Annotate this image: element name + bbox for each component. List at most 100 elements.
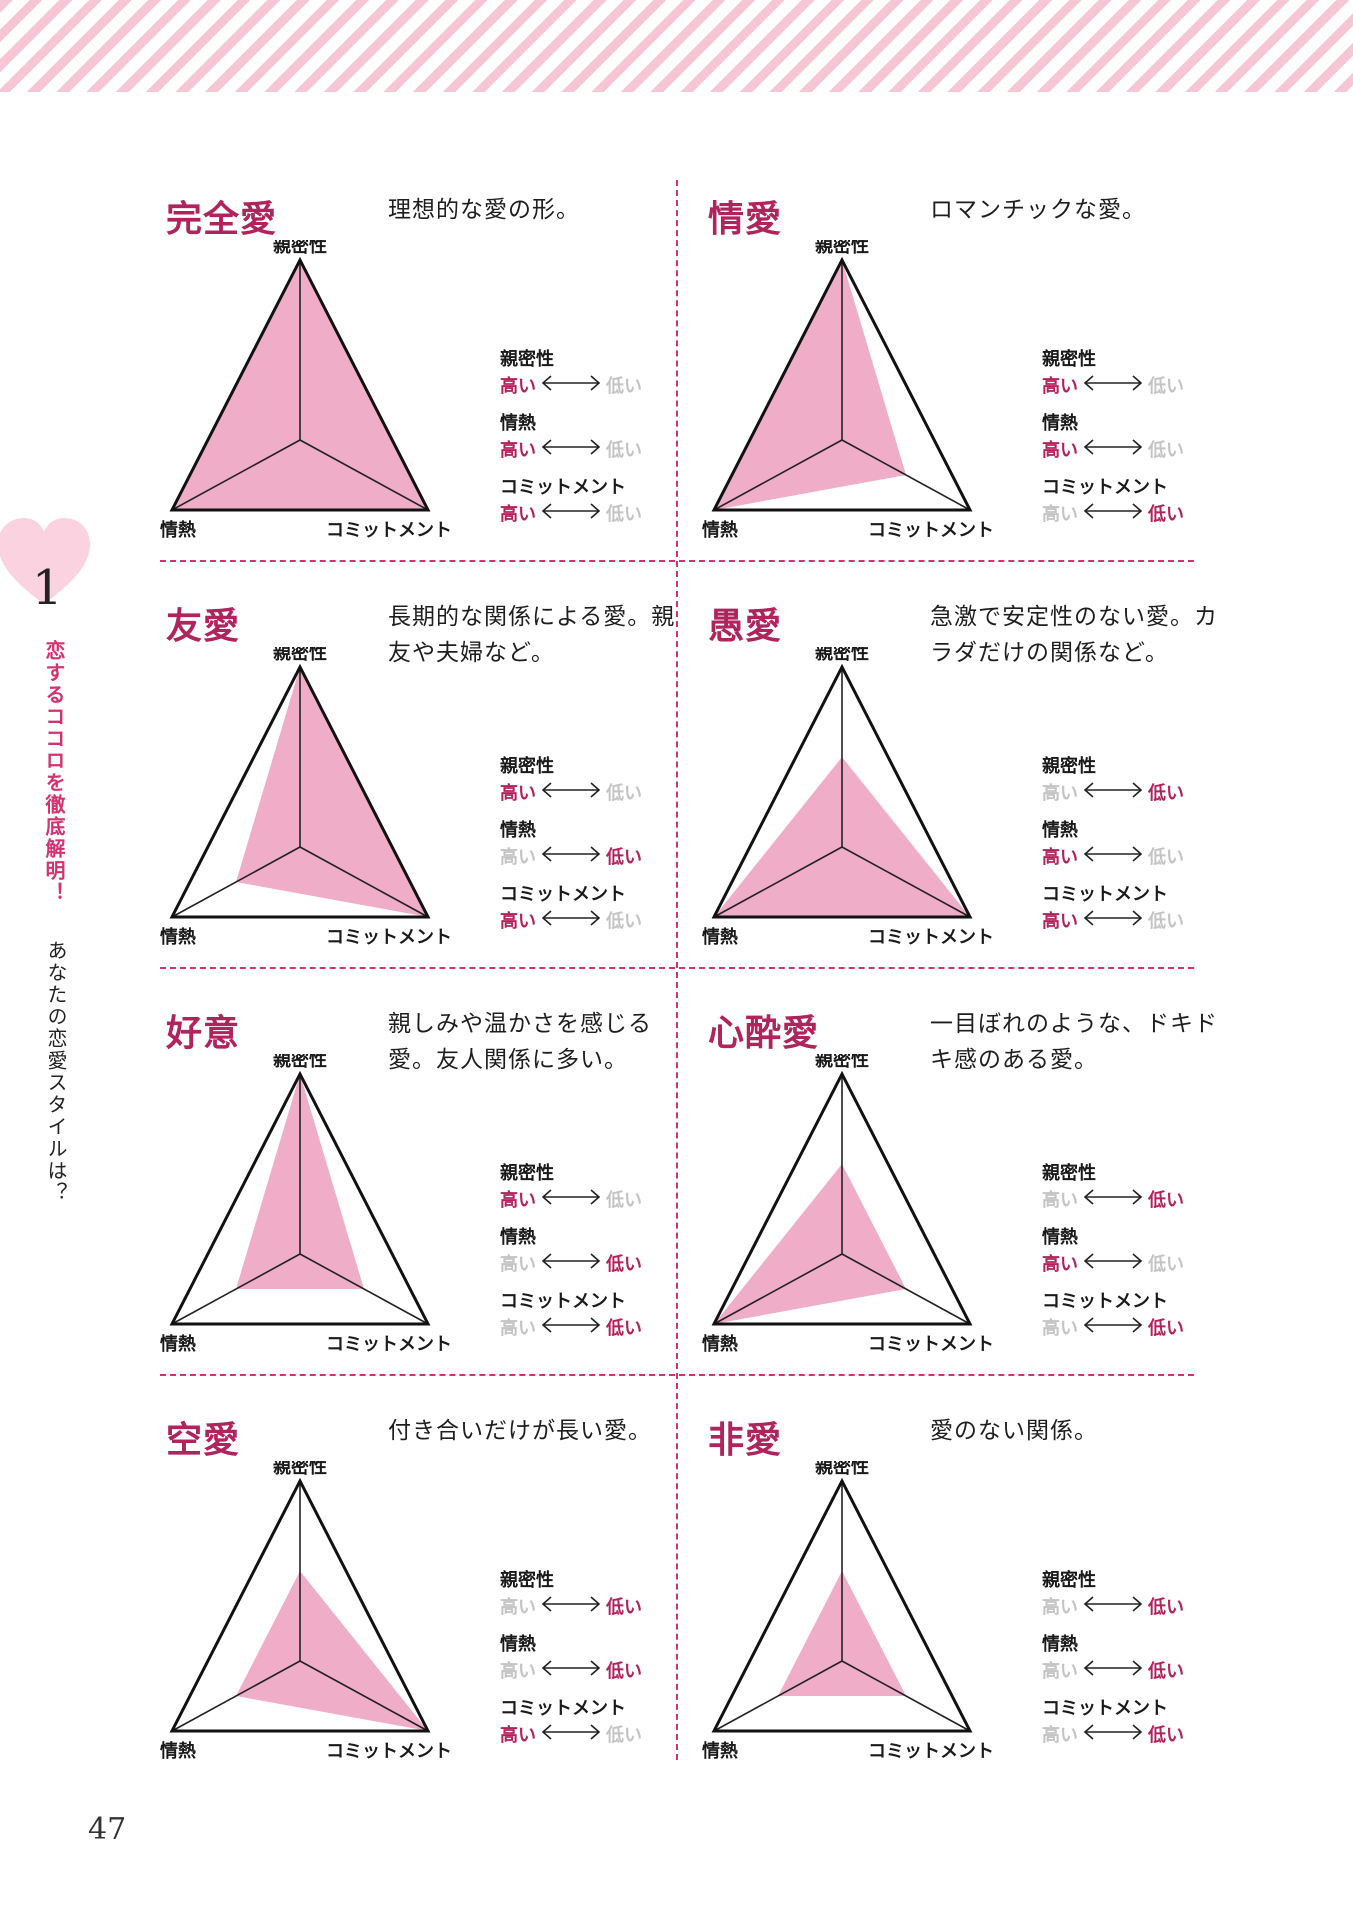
double-arrow-icon (1082, 372, 1144, 402)
panel-description: 親しみや温かさを感じる愛。友人関係に多い。 (388, 1011, 652, 1073)
level-legend: 親密性 高い 低い 情熱 高い 低い コミットメント 高い 低い (500, 755, 700, 947)
legend-row: コミットメント 高い 低い (1042, 476, 1242, 540)
heart-icon (0, 518, 90, 604)
radar-outline (711, 1070, 973, 1326)
radar-axis-label: 情熱 (702, 1333, 738, 1355)
radar-axis-spoke (713, 1253, 843, 1325)
legend-low-label: 低い (1148, 1661, 1184, 1682)
double-arrow-icon (540, 907, 602, 937)
legend-row: 親密性 高い 低い (1042, 348, 1242, 412)
legend-axis-name: コミットメント (500, 1291, 626, 1312)
legend-axis-name: 情熱 (500, 413, 536, 434)
radar-outline (711, 663, 973, 919)
legend-low-label: 低い (606, 440, 642, 461)
double-arrow-icon (1082, 500, 1144, 530)
legend-axis-name: 親密性 (1042, 1163, 1096, 1184)
radar-fill-area (714, 260, 906, 510)
legend-high-label: 高い (500, 376, 536, 397)
love-style-panel: 空愛 付き合いだけが長い愛。 親密性 情熱 コミットメント 親密性 高い 低い 情熱 高い 低い コミ… (160, 1391, 700, 1797)
legend-high-label: 高い (1042, 911, 1078, 932)
legend-row: コミットメント 高い 低い (500, 1290, 700, 1354)
love-style-panel: 友愛 長期的な関係による愛。親友や夫婦など。 親密性 情熱 コミットメント 親密性 高い 低い… (160, 577, 700, 983)
legend-axis-name: コミットメント (1042, 1698, 1168, 1719)
panel-description: 愛のない関係。 (930, 1418, 1098, 1444)
legend-row: 親密性 高い 低い (500, 1569, 700, 1633)
panel-title: 心酔愛 (708, 1013, 820, 1054)
legend-low-label: 低い (1148, 440, 1184, 461)
legend-low-label: 低い (606, 1661, 642, 1682)
radar-axis-spoke (171, 1253, 301, 1325)
legend-low-label: 低い (606, 1254, 642, 1275)
radar-axis-spoke (713, 846, 843, 918)
double-arrow-icon (1082, 907, 1144, 937)
legend-axis-name: 情熱 (500, 1634, 536, 1655)
legend-high-label: 高い (1042, 440, 1078, 461)
legend-low-label: 低い (606, 911, 642, 932)
legend-row: 親密性 高い 低い (1042, 1162, 1242, 1226)
radar-axis-label: コミットメント (868, 1741, 994, 1762)
legend-high-label: 高い (1042, 504, 1078, 525)
legend-axis-name: 親密性 (1042, 349, 1096, 370)
legend-row: 情熱 高い 低い (1042, 412, 1242, 476)
legend-axis-name: 情熱 (1042, 1227, 1078, 1248)
double-arrow-icon (1082, 1250, 1144, 1280)
vertical-divider (676, 180, 678, 1760)
legend-high-label: 高い (500, 1597, 536, 1618)
legend-axis-name: 親密性 (500, 349, 554, 370)
panel-title: 友愛 (166, 606, 241, 647)
radar-axis-label: 情熱 (160, 1333, 196, 1355)
legend-low-label: 低い (1148, 1190, 1184, 1211)
double-arrow-icon (1082, 843, 1144, 873)
radar-axis-label: 親密性 (815, 240, 869, 257)
legend-row: 親密性 高い 低い (500, 1162, 700, 1226)
panel-description: 付き合いだけが長い愛。 (388, 1418, 652, 1444)
radar-axis-spoke (299, 1253, 429, 1325)
radar-axis-label: コミットメント (868, 520, 994, 541)
legend-row: コミットメント 高い 低い (500, 476, 700, 540)
radar-outline (169, 256, 431, 512)
legend-axis-name: 情熱 (1042, 820, 1078, 841)
radar-axis-label: 情熱 (160, 519, 196, 541)
radar-axis-spoke (299, 846, 429, 918)
love-style-panel: 情愛 ロマンチックな愛。 親密性 情熱 コミットメント 親密性 高い 低い 情熱 高い 低い コミット… (702, 170, 1242, 576)
horizontal-divider (160, 560, 1194, 562)
double-arrow-icon (540, 1314, 602, 1344)
radar-axis-spoke (171, 846, 301, 918)
chapter-subtitle: あなたの恋愛スタイルは？ (44, 940, 68, 1204)
radar-fill-area (236, 667, 428, 917)
panel-title: 空愛 (166, 1420, 241, 1461)
double-arrow-icon (540, 372, 602, 402)
panel-title: 非愛 (708, 1420, 783, 1461)
double-arrow-icon (540, 1721, 602, 1751)
level-legend: 親密性 高い 低い 情熱 高い 低い コミットメント 高い 低い (500, 1162, 700, 1354)
double-arrow-icon (540, 779, 602, 809)
radar-outline (711, 256, 973, 512)
panel-title: 情愛 (708, 199, 783, 240)
legend-high-label: 高い (1042, 783, 1078, 804)
radar-axis-label: 情熱 (160, 1740, 196, 1762)
double-arrow-icon (540, 436, 602, 466)
legend-row: コミットメント 高い 低い (1042, 883, 1242, 947)
legend-high-label: 高い (500, 1661, 536, 1682)
legend-high-label: 高い (500, 504, 536, 525)
level-legend: 親密性 高い 低い 情熱 高い 低い コミットメント 高い 低い (1042, 348, 1242, 540)
radar-fill-area (236, 1571, 428, 1731)
legend-row: 情熱 高い 低い (500, 819, 700, 883)
radar-axis-spoke (841, 1253, 971, 1325)
level-legend: 親密性 高い 低い 情熱 高い 低い コミットメント 高い 低い (1042, 755, 1242, 947)
legend-low-label: 低い (606, 504, 642, 525)
legend-high-label: 高い (1042, 376, 1078, 397)
legend-high-label: 高い (1042, 1725, 1078, 1746)
love-style-panel: 愚愛 急激で安定性のない愛。カラダだけの関係など。 親密性 情熱 コミットメント 親密性高… (702, 577, 1242, 983)
legend-low-label: 低い (1148, 783, 1184, 804)
radar-outline (169, 1477, 431, 1733)
double-arrow-icon (540, 843, 602, 873)
radar-axis-spoke (171, 439, 301, 511)
radar-axis-label: コミットメント (868, 927, 994, 948)
radar-axis-spoke (299, 439, 429, 511)
legend-row: コミットメント 高い 低い (500, 883, 700, 947)
love-style-panel: 心酔愛 一目ぼれのような、ドキドキ感のある愛。 親密性 情熱 コミットメント 親密性 高い低… (702, 984, 1242, 1390)
